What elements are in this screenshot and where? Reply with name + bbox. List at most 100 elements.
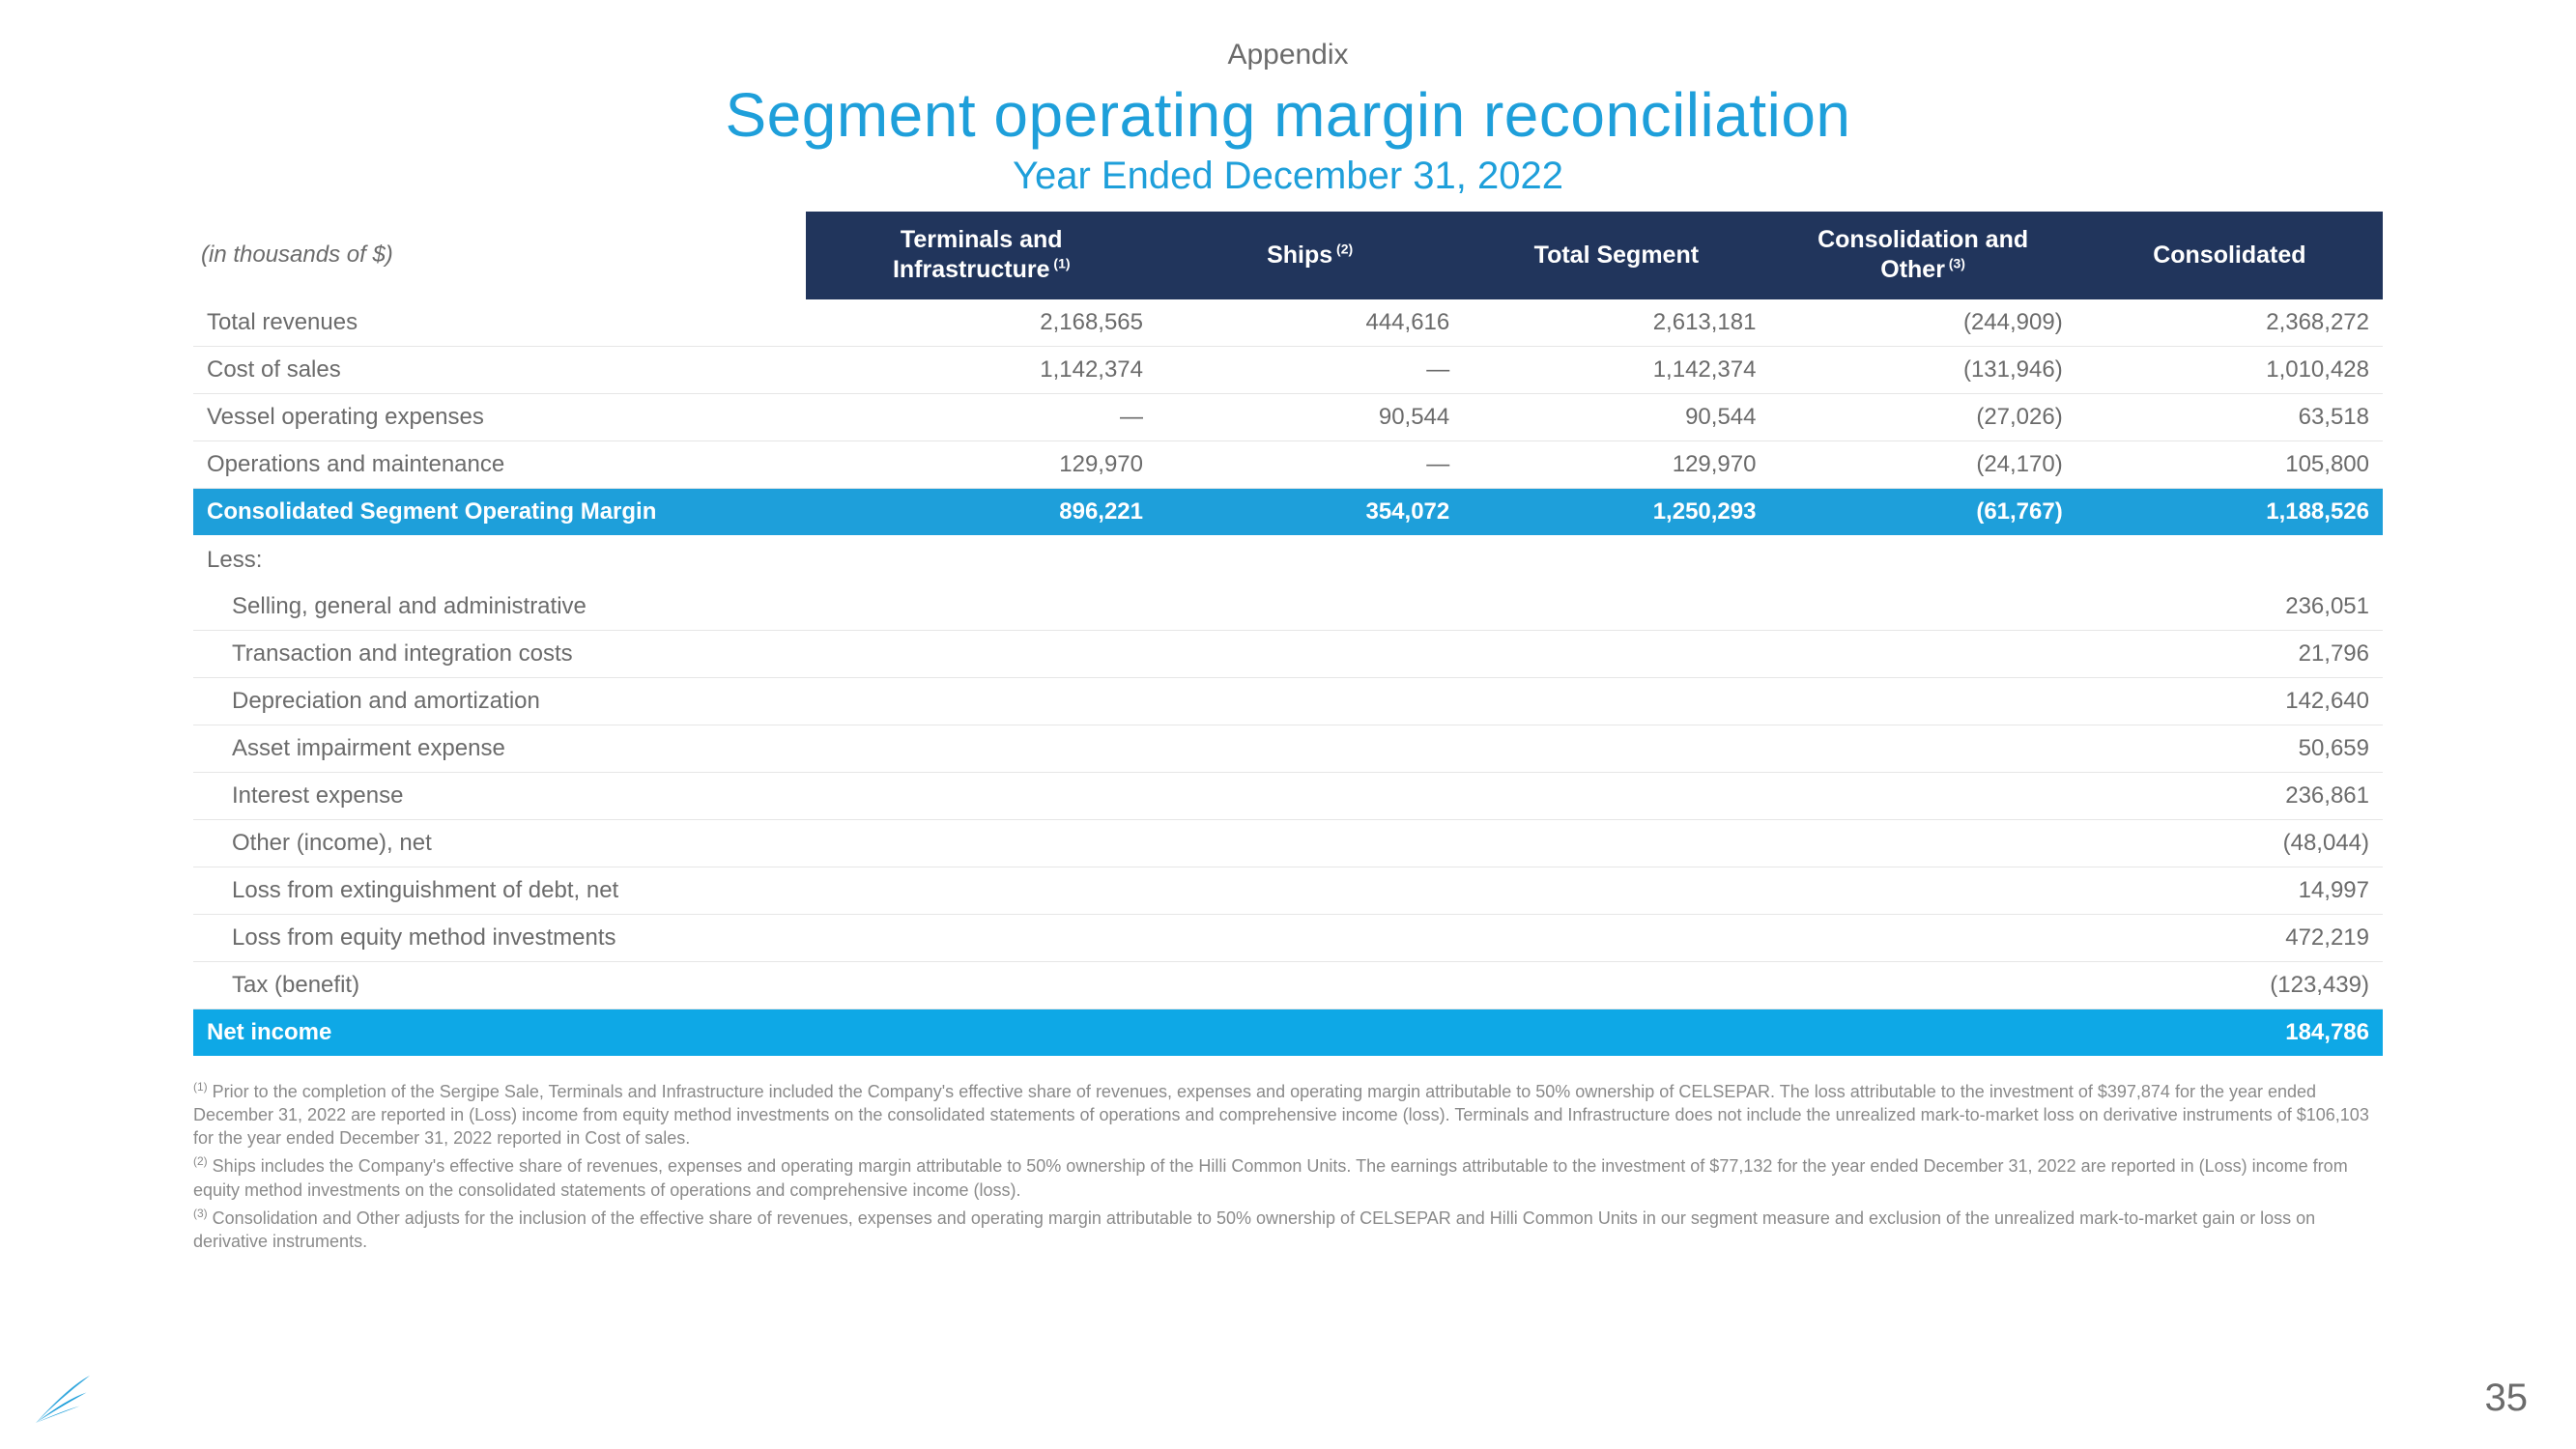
page-subtitle: Year Ended December 31, 2022 (193, 155, 2383, 198)
cell: 21,796 (2076, 630, 2383, 677)
row-label: Selling, general and administrative (193, 583, 806, 631)
row-label: Transaction and integration costs (193, 630, 806, 677)
cell: 1,010,428 (2076, 346, 2383, 393)
row-label-header: (in thousands of $) (193, 212, 806, 299)
cell (806, 724, 1157, 772)
table-row: Loss from equity method investments 472,2… (193, 914, 2383, 961)
cell: 50,659 (2076, 724, 2383, 772)
cell (1769, 630, 2075, 677)
cell (806, 630, 1157, 677)
cell: 129,970 (806, 440, 1157, 488)
table-row: Less: (193, 535, 2383, 583)
cell: 90,544 (1157, 393, 1463, 440)
cell: 1,142,374 (1463, 346, 1769, 393)
column-header-label: Consolidation andOther (1818, 226, 2028, 283)
row-label: Total revenues (193, 299, 806, 347)
cell (1463, 1009, 1769, 1056)
cell (1157, 772, 1463, 819)
cell (806, 867, 1157, 914)
footnote-sup: (1) (193, 1080, 208, 1094)
row-label: Vessel operating expenses (193, 393, 806, 440)
cell (806, 914, 1157, 961)
cell (1463, 961, 1769, 1009)
cell: 236,051 (2076, 583, 2383, 631)
cell: 90,544 (1463, 393, 1769, 440)
cell (1157, 914, 1463, 961)
row-label: Loss from extinguishment of debt, net (193, 867, 806, 914)
cell (1463, 724, 1769, 772)
cell (1157, 535, 1463, 583)
cell: 1,250,293 (1463, 488, 1769, 535)
cell (1769, 867, 2075, 914)
cell: (131,946) (1769, 346, 2075, 393)
row-label: Other (income), net (193, 819, 806, 867)
table-row: Total revenues2,168,565444,6162,613,181(… (193, 299, 2383, 347)
cell: 472,219 (2076, 914, 2383, 961)
column-header-sup: (3) (1945, 256, 1965, 271)
cell: 236,861 (2076, 772, 2383, 819)
column-header: Total Segment (1463, 212, 1769, 299)
cell: — (1157, 346, 1463, 393)
cell (1157, 867, 1463, 914)
cell (1157, 677, 1463, 724)
row-label: Depreciation and amortization (193, 677, 806, 724)
cell (806, 583, 1157, 631)
cell: 184,786 (2076, 1009, 2383, 1056)
cell: 105,800 (2076, 440, 2383, 488)
cell: 129,970 (1463, 440, 1769, 488)
table-row: Transaction and integration costs 21,796 (193, 630, 2383, 677)
footnote: (3) Consolidation and Other adjusts for … (193, 1206, 2383, 1254)
row-label: Less: (193, 535, 806, 583)
row-label: Loss from equity method investments (193, 914, 806, 961)
cell (1463, 630, 1769, 677)
company-logo-icon (29, 1362, 97, 1430)
cell: 2,613,181 (1463, 299, 1769, 347)
cell: 2,368,272 (2076, 299, 2383, 347)
cell (806, 961, 1157, 1009)
cell (1769, 583, 2075, 631)
cell (1157, 724, 1463, 772)
table-row: Net income 184,786 (193, 1009, 2383, 1056)
cell: 14,997 (2076, 867, 2383, 914)
cell: 1,188,526 (2076, 488, 2383, 535)
cell: 896,221 (806, 488, 1157, 535)
cell (1157, 819, 1463, 867)
table-row: Other (income), net(48,044) (193, 819, 2383, 867)
row-label: Tax (benefit) (193, 961, 806, 1009)
column-header: Ships (2) (1157, 212, 1463, 299)
reconciliation-table: (in thousands of $) Terminals andInfrast… (193, 212, 2383, 1056)
row-label: Net income (193, 1009, 806, 1056)
cell (1463, 819, 1769, 867)
cell (1463, 772, 1769, 819)
column-header: Consolidated (2076, 212, 2383, 299)
row-label: Interest expense (193, 772, 806, 819)
cell (2076, 535, 2383, 583)
pretitle: Appendix (193, 39, 2383, 71)
cell (806, 819, 1157, 867)
table-row: Loss from extinguishment of debt, net 14,… (193, 867, 2383, 914)
footnote-text: Ships includes the Company's effective s… (193, 1156, 2348, 1199)
cell: (61,767) (1769, 488, 2075, 535)
table-header-row: (in thousands of $) Terminals andInfrast… (193, 212, 2383, 299)
table-row: Vessel operating expenses—90,54490,544(2… (193, 393, 2383, 440)
cell: 63,518 (2076, 393, 2383, 440)
row-label: Asset impairment expense (193, 724, 806, 772)
cell: 142,640 (2076, 677, 2383, 724)
table-row: Tax (benefit)(123,439) (193, 961, 2383, 1009)
cell (1463, 535, 1769, 583)
cell (1769, 914, 2075, 961)
column-header: Consolidation andOther (3) (1769, 212, 2075, 299)
cell (1463, 867, 1769, 914)
cell (1157, 961, 1463, 1009)
page-number: 35 (2485, 1377, 2529, 1420)
footnote-sup: (2) (193, 1154, 208, 1168)
cell (1157, 583, 1463, 631)
cell (1157, 1009, 1463, 1056)
cell: (24,170) (1769, 440, 2075, 488)
column-header: Terminals andInfrastructure (1) (806, 212, 1157, 299)
column-header-label: Ships (1267, 242, 1332, 269)
cell (1769, 772, 2075, 819)
table-row: Depreciation and amortization 142,640 (193, 677, 2383, 724)
cell (806, 677, 1157, 724)
table-row: Selling, general and administrative 236,0… (193, 583, 2383, 631)
